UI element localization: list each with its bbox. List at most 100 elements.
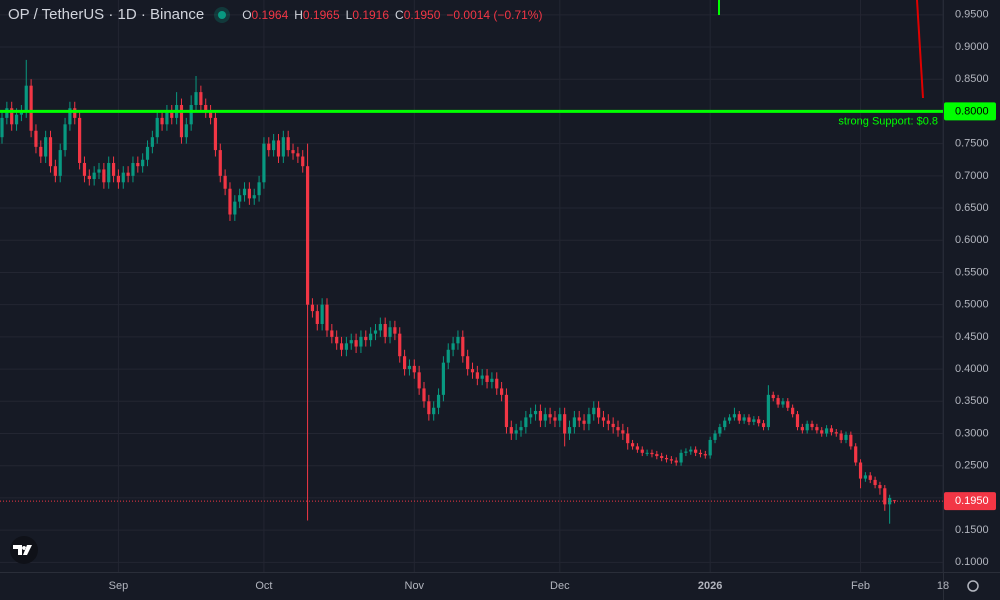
settings-icon[interactable] bbox=[967, 580, 979, 592]
y-tick-label: 0.3500 bbox=[955, 395, 989, 407]
candle-body bbox=[727, 417, 732, 421]
low-value: 0.1916 bbox=[352, 7, 390, 22]
candle-body bbox=[621, 430, 625, 434]
y-tick-label: 0.9000 bbox=[955, 41, 989, 53]
symbol[interactable]: OP / TetherUS · 1D · Binance bbox=[8, 6, 205, 23]
candle-body bbox=[199, 92, 203, 105]
candle-body bbox=[189, 104, 193, 125]
y-tick-label: 0.4000 bbox=[955, 363, 989, 375]
candle-body bbox=[344, 343, 348, 350]
candle-body bbox=[267, 143, 271, 151]
candle-body bbox=[824, 428, 829, 434]
candle-body bbox=[664, 457, 669, 460]
x-tick-label: Dec bbox=[550, 580, 570, 592]
candle-body bbox=[606, 420, 610, 424]
support-axis-label: 0.8000 bbox=[955, 105, 989, 117]
candle-body bbox=[291, 150, 295, 154]
candle-body bbox=[766, 394, 770, 428]
candle-body bbox=[684, 451, 688, 453]
y-tick-label: 0.6500 bbox=[955, 202, 989, 214]
candle-body bbox=[548, 414, 552, 418]
candle-body bbox=[858, 462, 863, 479]
candle-body bbox=[791, 407, 795, 415]
candle-body bbox=[223, 175, 227, 189]
close-value: 0.1950 bbox=[403, 7, 441, 22]
candle-body bbox=[78, 117, 82, 163]
candle-body bbox=[412, 365, 416, 373]
candle-body bbox=[208, 111, 213, 118]
y-tick-label: 0.6000 bbox=[955, 234, 989, 246]
candle-body bbox=[417, 372, 421, 389]
candle-body bbox=[582, 420, 586, 424]
x-tick-label: 2026 bbox=[698, 580, 722, 592]
candle-body bbox=[519, 427, 523, 431]
candle-body bbox=[194, 92, 198, 105]
candle-body bbox=[364, 336, 368, 341]
candle-body bbox=[19, 111, 24, 115]
candle-body bbox=[58, 150, 62, 176]
candle-body bbox=[29, 85, 33, 131]
candle-body bbox=[131, 162, 135, 176]
close-label: C bbox=[395, 7, 404, 22]
candle-body bbox=[747, 417, 751, 422]
candle-body bbox=[325, 304, 329, 331]
grid bbox=[0, 0, 944, 572]
candle-body bbox=[509, 427, 513, 434]
candle-body bbox=[369, 333, 373, 341]
y-tick-label: 0.5500 bbox=[955, 266, 989, 278]
candle-body bbox=[752, 419, 756, 422]
candle-body bbox=[335, 336, 339, 344]
candle-body bbox=[141, 159, 145, 167]
candle-body bbox=[495, 378, 499, 389]
candle-body bbox=[713, 433, 717, 440]
candle-body bbox=[553, 417, 557, 421]
support-axis-box bbox=[944, 102, 996, 121]
candle-body bbox=[301, 156, 305, 167]
candle-body bbox=[873, 479, 877, 486]
high-value: 0.1965 bbox=[302, 7, 340, 22]
candle-body bbox=[446, 349, 450, 363]
candle-body bbox=[800, 427, 804, 431]
gear[interactable] bbox=[967, 580, 979, 592]
low-label: L bbox=[345, 7, 353, 22]
candle-body bbox=[863, 475, 867, 479]
candle-body bbox=[136, 162, 140, 167]
candle-body bbox=[150, 137, 154, 147]
candle-body bbox=[563, 414, 567, 434]
candle-body bbox=[679, 452, 683, 463]
candle-body bbox=[635, 446, 640, 450]
candle-body bbox=[849, 434, 853, 447]
tv-logo bbox=[10, 536, 38, 564]
candle-body bbox=[228, 188, 232, 215]
candle-body bbox=[383, 324, 387, 337]
candle-body bbox=[500, 388, 504, 395]
candle-body bbox=[252, 195, 256, 199]
y-tick-label: 0.4500 bbox=[955, 331, 989, 343]
candle-body bbox=[73, 108, 77, 118]
candle-body bbox=[533, 410, 538, 415]
candle-body bbox=[558, 414, 562, 421]
candle-body bbox=[737, 414, 741, 421]
overlay bbox=[718, 0, 924, 99]
candle-body bbox=[466, 356, 470, 370]
candle-body bbox=[694, 449, 698, 453]
candle-body bbox=[330, 330, 334, 337]
candle-body bbox=[170, 111, 174, 118]
candle-body bbox=[878, 485, 882, 489]
candle-body bbox=[708, 439, 712, 456]
candle-body bbox=[723, 420, 727, 428]
change-value: −0.0014 (−0.71%) bbox=[446, 7, 543, 22]
candle-body bbox=[97, 169, 101, 173]
candle-body bbox=[854, 446, 858, 463]
candle-body bbox=[640, 449, 644, 453]
candle-body bbox=[320, 304, 324, 325]
candle-body bbox=[388, 327, 392, 337]
candle-body bbox=[349, 340, 353, 344]
candle-body bbox=[393, 327, 397, 334]
candle-body bbox=[14, 114, 19, 125]
candle-body bbox=[121, 172, 125, 183]
candle-body bbox=[354, 340, 358, 347]
y-tick-label: 0.5000 bbox=[955, 299, 989, 311]
